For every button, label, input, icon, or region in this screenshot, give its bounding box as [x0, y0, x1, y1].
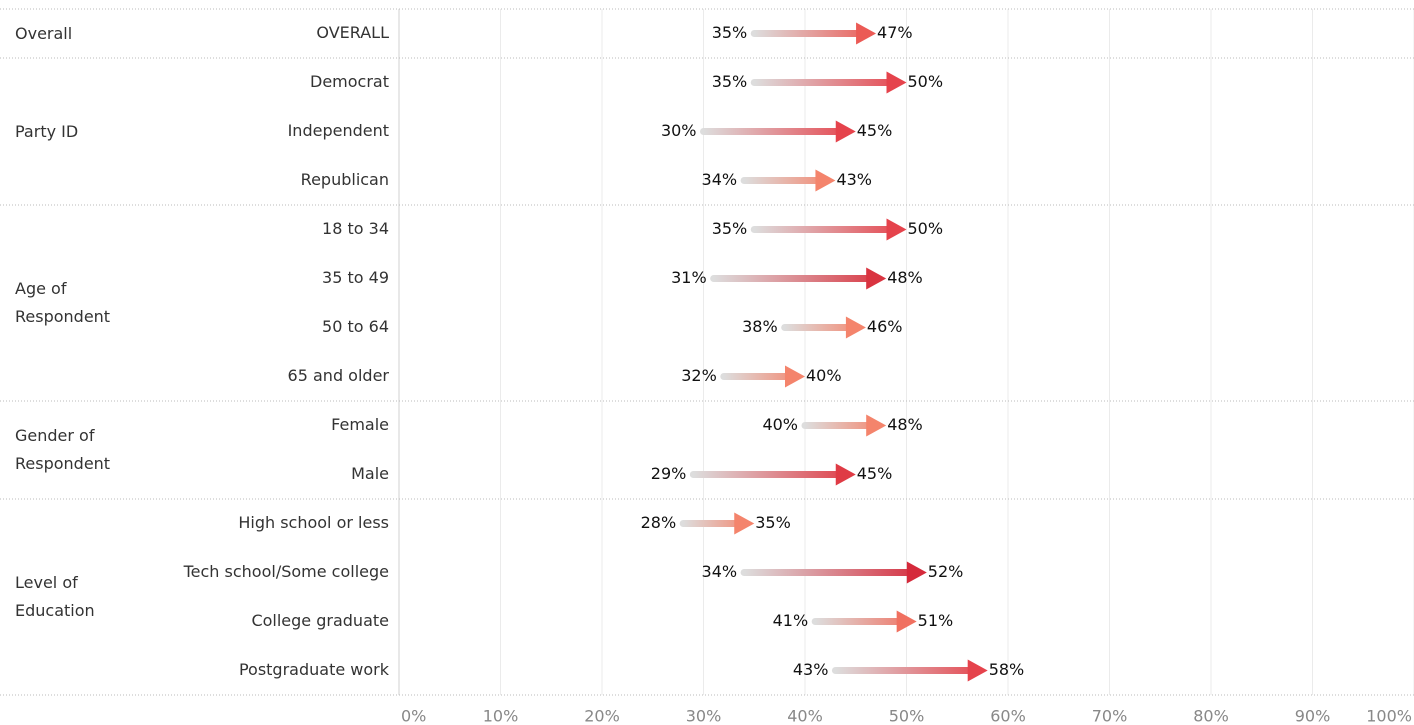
arrow-head — [886, 71, 907, 94]
start-label: 30% — [661, 121, 697, 140]
category-label: Independent — [288, 121, 389, 140]
start-label: 35% — [712, 23, 748, 42]
category-label: Democrat — [310, 72, 389, 91]
group-label: Gender of Respondent — [15, 426, 111, 473]
category-label: Female — [331, 415, 389, 434]
start-label: 34% — [702, 170, 738, 189]
arrow-head — [856, 22, 877, 45]
category-label: College graduate — [251, 611, 389, 630]
x-tick-label: 40% — [787, 707, 823, 725]
end-label: 43% — [836, 170, 872, 189]
arrow-head — [845, 316, 866, 339]
start-label: 38% — [742, 317, 778, 336]
start-label: 31% — [671, 268, 707, 287]
arrow-head — [835, 463, 856, 486]
x-tick-label: 100% — [1366, 707, 1412, 725]
x-tick-label: 20% — [584, 707, 620, 725]
start-label: 40% — [762, 415, 798, 434]
x-tick-label: 50% — [889, 707, 925, 725]
group-label: Overall — [15, 23, 73, 43]
arrow-head — [886, 218, 907, 241]
category-label: OVERALL — [316, 23, 389, 42]
start-label: 41% — [773, 611, 809, 630]
x-tick-label: 30% — [686, 707, 722, 725]
start-label: 35% — [712, 72, 748, 91]
category-label: Male — [351, 464, 389, 483]
end-label: 47% — [877, 23, 913, 42]
end-label: 48% — [887, 415, 923, 434]
start-label: 35% — [712, 219, 748, 238]
arrow-head — [835, 120, 856, 143]
category-label: Tech school/Some college — [183, 562, 389, 581]
category-label: 18 to 34 — [322, 219, 389, 238]
x-tick-label: 90% — [1295, 707, 1331, 725]
arrow-head — [815, 169, 836, 192]
end-label: 52% — [928, 562, 964, 581]
start-label: 34% — [702, 562, 738, 581]
category-label: Postgraduate work — [239, 660, 390, 679]
arrow-head — [896, 610, 917, 633]
end-label: 45% — [857, 121, 893, 140]
x-tick-label: 70% — [1092, 707, 1128, 725]
end-label: 35% — [755, 513, 791, 532]
end-label: 58% — [989, 660, 1025, 679]
x-tick-label: 60% — [990, 707, 1026, 725]
group-label: Party ID — [15, 121, 79, 141]
arrow-head — [866, 267, 887, 290]
arrow-head — [866, 414, 887, 437]
arrow-head — [785, 365, 805, 388]
category-label: Republican — [301, 170, 389, 189]
group-label: Age of Respondent — [15, 279, 111, 326]
category-label: 50 to 64 — [322, 317, 389, 336]
end-label: 45% — [857, 464, 893, 483]
end-label: 50% — [908, 72, 944, 91]
x-tick-label: 0% — [401, 707, 426, 725]
end-label: 40% — [806, 366, 842, 385]
category-label: 35 to 49 — [322, 268, 389, 287]
end-label: 51% — [918, 611, 954, 630]
x-tick-label: 10% — [483, 707, 519, 725]
end-label: 50% — [908, 219, 944, 238]
x-tick-label: 80% — [1193, 707, 1229, 725]
start-label: 32% — [681, 366, 717, 385]
arrow-head — [734, 512, 755, 535]
group-label: Level of Education — [15, 573, 95, 620]
arrow-head — [967, 659, 988, 682]
start-label: 29% — [651, 464, 687, 483]
start-label: 28% — [641, 513, 677, 532]
start-label: 43% — [793, 660, 829, 679]
category-label: 65 and older — [288, 366, 390, 385]
category-label: High school or less — [238, 513, 389, 532]
end-label: 46% — [867, 317, 903, 336]
end-label: 48% — [887, 268, 923, 287]
arrow-head — [906, 561, 927, 584]
